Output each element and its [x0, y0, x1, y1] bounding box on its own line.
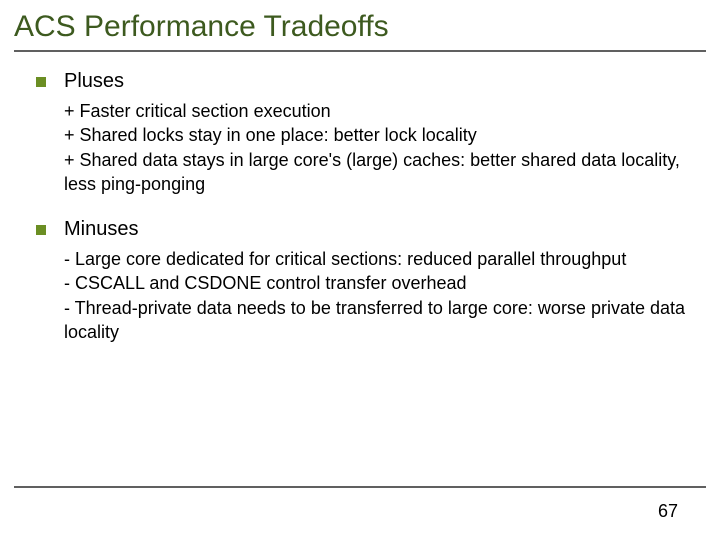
body-line: - Thread-private data needs to be transf… — [64, 296, 686, 345]
bullet-icon — [36, 225, 46, 235]
body-line: - Large core dedicated for critical sect… — [64, 247, 686, 271]
section-pluses: Pluses + Faster critical section executi… — [14, 70, 706, 196]
title-underline — [14, 50, 706, 52]
content-area: Pluses + Faster critical section executi… — [0, 70, 720, 344]
body-line: + Shared data stays in large core's (lar… — [64, 148, 686, 197]
section-body: + Faster critical section execution + Sh… — [64, 99, 686, 196]
body-line: - CSCALL and CSDONE control transfer ove… — [64, 271, 686, 295]
slide-title: ACS Performance Tradeoffs — [0, 0, 720, 50]
section-header: Minuses — [14, 218, 706, 241]
bullet-icon — [36, 77, 46, 87]
bottom-underline — [14, 486, 706, 488]
page-number: 67 — [658, 501, 678, 522]
body-line: + Faster critical section execution — [64, 99, 686, 123]
section-body: - Large core dedicated for critical sect… — [64, 247, 686, 344]
section-minuses: Minuses - Large core dedicated for criti… — [14, 218, 706, 344]
section-title: Minuses — [64, 218, 138, 241]
body-line: + Shared locks stay in one place: better… — [64, 123, 686, 147]
section-header: Pluses — [14, 70, 706, 93]
section-title: Pluses — [64, 70, 124, 93]
